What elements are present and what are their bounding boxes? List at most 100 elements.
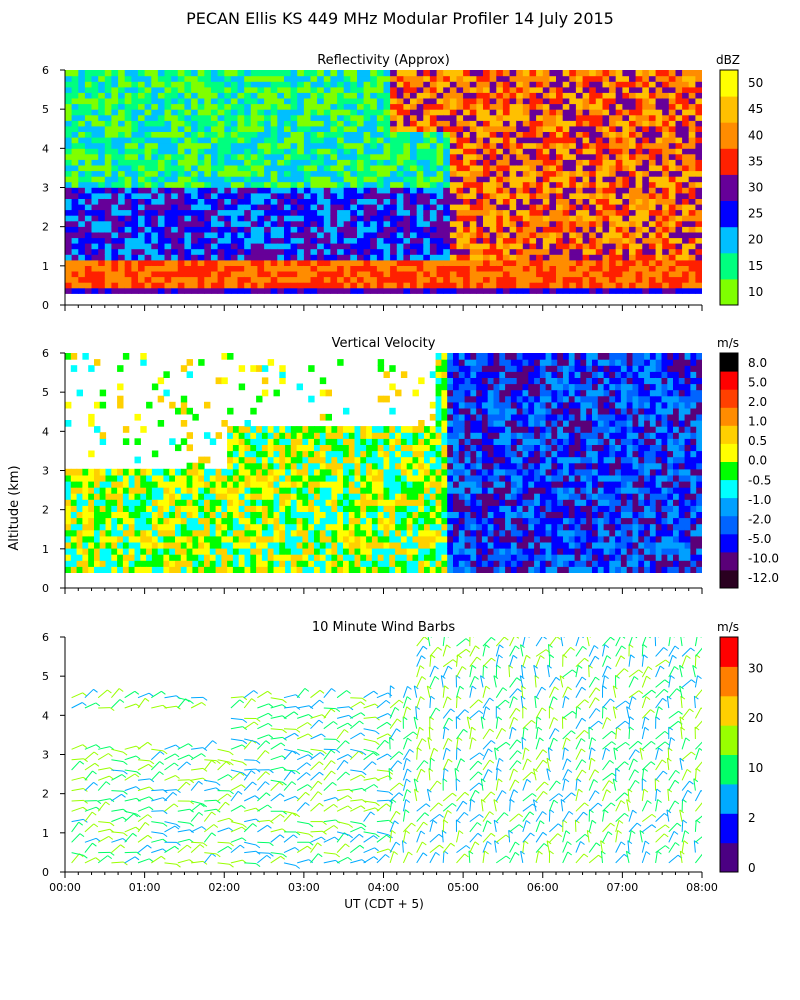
reflectivity-cell [244,70,252,77]
reflectivity-cell [224,254,232,261]
velocity-cell [261,444,269,452]
reflectivity-cell [556,231,564,239]
reflectivity-cell [284,270,292,278]
reflectivity-cell [469,142,477,149]
velocity-cell [227,511,234,519]
reflectivity-cell [237,237,245,244]
reflectivity-cell [522,270,530,278]
reflectivity-cell [589,237,597,244]
velocity-cell [285,535,292,543]
reflectivity-cell [575,243,584,250]
reflectivity-cell [502,231,511,239]
velocity-cell [122,487,130,494]
velocity-cell [88,566,95,573]
reflectivity-cell [529,198,537,205]
reflectivity-cell [609,203,617,211]
reflectivity-cell [589,137,597,144]
reflectivity-cell [476,248,484,255]
reflectivity-cell [635,198,643,205]
reflectivity-cell [569,70,577,77]
velocity-cell [198,487,205,494]
velocity-cell [302,474,309,482]
reflectivity-cell [65,287,73,294]
reflectivity-cell [217,270,225,278]
reflectivity-cell [171,270,179,278]
reflectivity-cell [230,81,239,88]
reflectivity-cell [463,287,471,294]
reflectivity-cell [436,92,444,99]
reflectivity-cell [622,220,630,227]
reflectivity-cell [84,159,93,166]
reflectivity-cell [111,209,119,216]
reflectivity-cell [197,148,205,155]
velocity-cell [308,426,315,433]
reflectivity-cell [589,125,597,132]
reflectivity-cell [602,181,610,188]
reflectivity-cell [270,97,278,105]
reflectivity-cell [144,282,152,289]
reflectivity-cell [416,203,424,211]
reflectivity-cell [78,215,86,222]
colorbar-unit: dBZ [716,53,740,67]
reflectivity-cell [224,215,232,222]
reflectivity-cell [489,176,497,183]
reflectivity-cell [78,86,86,93]
reflectivity-cell [337,97,345,105]
velocity-cell [209,505,217,512]
velocity-cell [134,511,141,519]
reflectivity-cell [376,81,385,88]
reflectivity-cell [615,226,623,233]
reflectivity-cell [496,265,504,272]
reflectivity-cell [217,81,225,88]
velocity-cell [325,560,332,567]
reflectivity-cell [84,75,93,82]
reflectivity-cell [423,92,431,99]
reflectivity-cell [575,226,584,233]
reflectivity-cell [662,164,670,172]
reflectivity-cell [284,259,292,266]
reflectivity-cell [536,125,544,132]
velocity-cell [267,481,275,488]
reflectivity-cell [589,164,597,172]
reflectivity-cell [350,131,358,138]
reflectivity-cell [343,70,351,77]
reflectivity-cell [71,148,79,155]
reflectivity-cell [675,142,683,149]
reflectivity-cell [569,176,577,183]
figure-title: PECAN Ellis KS 449 MHz Modular Profiler … [186,9,614,28]
y-tick-label: 0 [42,299,49,312]
reflectivity-cell [277,254,285,261]
reflectivity-cell [317,270,325,278]
reflectivity-cell [622,75,630,82]
reflectivity-cell [449,181,458,188]
reflectivity-cell [575,209,584,216]
reflectivity-cell [483,203,491,211]
velocity-cell [232,517,240,525]
velocity-cell [325,426,332,433]
velocity-cell [302,493,309,500]
reflectivity-cell [449,81,458,88]
velocity-cell [117,493,124,500]
reflectivity-cell [323,97,331,105]
velocity-cell [186,511,193,519]
reflectivity-cell [609,114,617,121]
reflectivity-cell [675,265,683,272]
reflectivity-cell [642,109,650,116]
reflectivity-cell [516,259,524,266]
velocity-cell [169,468,176,476]
reflectivity-cell [277,75,285,82]
reflectivity-cell [410,192,418,199]
colorbar-label: 10 [748,285,763,299]
reflectivity-cell [483,231,491,239]
reflectivity-cell [284,203,292,211]
reflectivity-cell [483,259,491,266]
reflectivity-cell [84,231,93,239]
velocity-cell [122,529,130,537]
reflectivity-cell [635,287,643,294]
reflectivity-cell [376,120,385,127]
reflectivity-cell [688,187,696,194]
reflectivity-cell [370,153,378,160]
reflectivity-cell [363,270,371,278]
reflectivity-cell [522,282,530,289]
reflectivity-cell [91,226,99,233]
